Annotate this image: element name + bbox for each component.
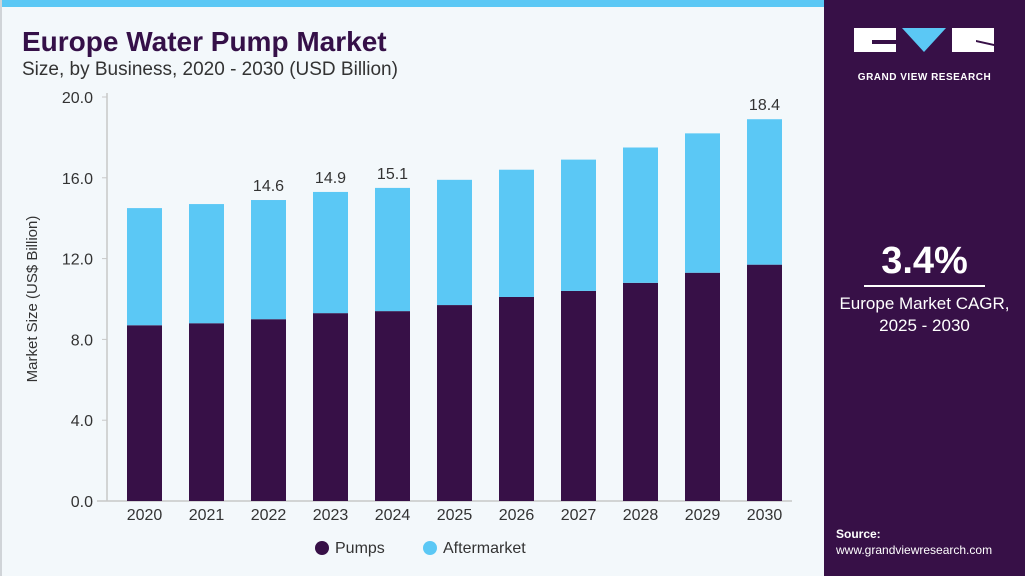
chart-panel: Europe Water Pump Market Size, by Busine…	[0, 0, 826, 576]
cagr-label-line2: 2025 - 2030	[879, 316, 970, 335]
y-tick-label: 12.0	[62, 252, 93, 269]
y-tick-label: 0.0	[71, 494, 93, 511]
chart-subtitle: Size, by Business, 2020 - 2030 (USD Bill…	[22, 59, 398, 80]
x-tick-label: 2026	[499, 507, 535, 524]
data-label: 14.6	[253, 178, 284, 195]
bar-aftermarket-2026	[499, 169, 534, 297]
bar-pumps-2025	[437, 305, 472, 501]
cagr-label-line1: Europe Market CAGR,	[839, 294, 1010, 313]
bar-aftermarket-2023	[313, 191, 348, 314]
bar-pumps-2028	[623, 282, 658, 501]
cagr-label: Europe Market CAGR, 2025 - 2030	[824, 293, 1025, 337]
bar-aftermarket-2025	[437, 179, 472, 306]
x-tick-label: 2022	[251, 507, 287, 524]
bar-aftermarket-2027	[561, 159, 596, 291]
divider	[864, 285, 985, 287]
legend-marker	[423, 541, 437, 555]
bar-aftermarket-2020	[127, 208, 162, 326]
data-label: 15.1	[377, 166, 408, 183]
x-tick-label: 2021	[189, 507, 225, 524]
bar-pumps-2029	[685, 272, 720, 501]
y-tick-label: 4.0	[71, 413, 93, 430]
cagr-value: 3.4%	[881, 240, 968, 282]
bar-pumps-2024	[375, 311, 410, 501]
source-url[interactable]: www.grandviewresearch.com	[836, 543, 993, 557]
bar-pumps-2023	[313, 313, 348, 501]
accent-bar	[2, 0, 826, 7]
x-tick-label: 2025	[437, 507, 473, 524]
x-tick-label: 2028	[623, 507, 659, 524]
brand-name: GRAND VIEW RESEARCH	[857, 72, 992, 83]
x-tick-label: 2020	[127, 507, 163, 524]
y-tick-label: 16.0	[62, 171, 93, 188]
y-tick-label: 20.0	[62, 90, 93, 107]
data-label: 18.4	[749, 97, 780, 114]
bar-aftermarket-2024	[375, 187, 410, 312]
bar-aftermarket-2021	[189, 204, 224, 324]
source-label: Source:	[836, 527, 881, 541]
bar-pumps-2020	[127, 325, 162, 501]
bar-chart: 0.0 4.0 8.0 12.0 16.0 20.0 Market Size (US$ Bi…	[24, 90, 792, 557]
bar-pumps-2026	[499, 296, 534, 501]
data-label: 14.9	[315, 170, 346, 187]
source: Source: www.grandviewresearch.com	[836, 526, 992, 558]
x-tick-label: 2024	[375, 507, 411, 524]
x-tick-label: 2029	[685, 507, 721, 524]
bar-pumps-2022	[251, 319, 286, 501]
bar-aftermarket-2030	[747, 119, 782, 265]
x-tick-label: 2023	[313, 507, 349, 524]
bar-aftermarket-2022	[251, 200, 286, 320]
bar-pumps-2027	[561, 290, 596, 501]
legend-marker	[315, 541, 329, 555]
sidebar: GRAND VIEW RESEARCH 3.4% Europe Market C…	[824, 0, 1025, 576]
bar-pumps-2021	[189, 323, 224, 501]
bar-aftermarket-2029	[685, 133, 720, 273]
bar-pumps-2030	[747, 264, 782, 501]
gvr-logo	[854, 28, 994, 52]
x-tick-label: 2030	[747, 507, 783, 524]
y-tick-label: 8.0	[71, 332, 93, 349]
chart-title: Europe Water Pump Market	[22, 26, 387, 57]
y-axis-label: Market Size (US$ Billion)	[24, 216, 41, 383]
x-tick-label: 2027	[561, 507, 597, 524]
legend-label: Aftermarket	[443, 540, 526, 557]
bar-aftermarket-2028	[623, 147, 658, 283]
legend-label: Pumps	[335, 540, 385, 557]
